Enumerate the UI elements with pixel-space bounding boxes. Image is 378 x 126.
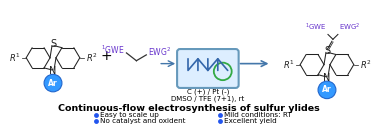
Text: S: S [324, 46, 330, 56]
Text: Continuous-flow electrosynthesis of sulfur ylides: Continuous-flow electrosynthesis of sulf… [58, 104, 320, 113]
Text: Ar: Ar [48, 79, 58, 88]
Text: Excellent yield: Excellent yield [224, 118, 276, 124]
FancyBboxPatch shape [177, 49, 239, 88]
Text: $R^1$: $R^1$ [9, 52, 20, 64]
Text: N: N [49, 66, 57, 76]
Text: N: N [323, 73, 331, 83]
Circle shape [318, 81, 336, 99]
Circle shape [44, 74, 62, 92]
Text: $R^2$: $R^2$ [360, 58, 372, 71]
Text: Mild conditions: RT: Mild conditions: RT [224, 112, 291, 118]
Text: EWG$^2$: EWG$^2$ [148, 46, 172, 58]
Text: S: S [50, 39, 56, 49]
Text: $^1$GWE: $^1$GWE [305, 21, 327, 33]
Text: Ar: Ar [322, 85, 332, 94]
Text: $R^1$: $R^1$ [283, 58, 294, 71]
Text: $^1$GWE: $^1$GWE [101, 44, 124, 56]
Text: DMSO / TFE (7+1), rt: DMSO / TFE (7+1), rt [171, 95, 245, 102]
Text: Easy to scale up: Easy to scale up [100, 112, 158, 118]
Text: $R^2$: $R^2$ [86, 52, 98, 64]
Text: No catalyst and oxident: No catalyst and oxident [100, 118, 185, 124]
Text: +: + [101, 49, 112, 63]
Text: C (+) / Pt (-): C (+) / Pt (-) [187, 89, 229, 95]
Text: EWG$^2$: EWG$^2$ [339, 21, 360, 33]
